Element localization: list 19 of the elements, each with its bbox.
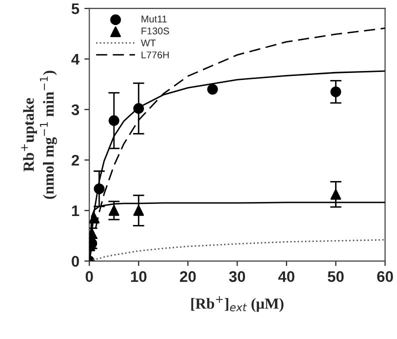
legend-label: F130S <box>142 28 170 34</box>
y-tick-label: 2 <box>72 154 79 166</box>
legend-label: WT <box>140 40 156 46</box>
x-tick-label: 50 <box>328 271 344 282</box>
x-tick-label: 60 <box>377 271 393 282</box>
y-tick-label: 1 <box>72 206 80 216</box>
y-tick-label: 3 <box>71 104 80 116</box>
legend-label: Mut11 <box>142 16 167 22</box>
y-axis-title: Rb$^{+}$uptake (nmol mg$^{−1}$ min$^{−1}$) <box>21 70 57 199</box>
x-tick-label: 20 <box>180 271 196 282</box>
x-tick-label: 40 <box>278 271 294 282</box>
y-tick-label: 5 <box>72 4 80 14</box>
y-tick-label: 4 <box>71 54 80 65</box>
x-tick-label: 10 <box>131 271 146 282</box>
x-tick-label: 30 <box>229 271 246 282</box>
legend-label: L776H <box>142 51 169 58</box>
y-tick-label: 0 <box>72 256 79 267</box>
x-axis-title: [Rb$^{+}$]$_{ext}$ (μM) <box>191 296 284 312</box>
x-tick-label: 0 <box>86 271 93 282</box>
